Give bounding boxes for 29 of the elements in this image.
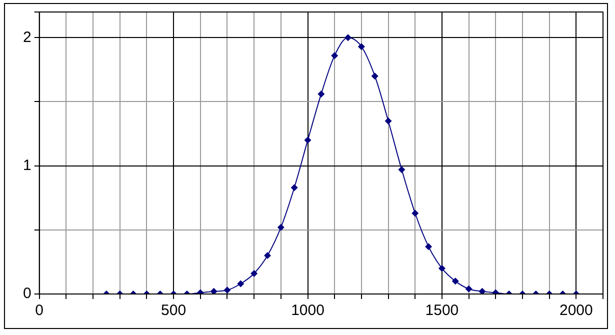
point (358, 43, 365, 50)
point (237, 280, 244, 288)
x-tick-label: 1500 (425, 302, 459, 320)
point (264, 252, 271, 260)
point (344, 34, 352, 42)
point (412, 210, 419, 217)
point (224, 286, 231, 294)
point (371, 72, 378, 80)
point (277, 224, 284, 231)
point (304, 136, 312, 144)
point (465, 285, 472, 292)
y-tick-label: 2 (23, 28, 32, 46)
point (210, 288, 218, 294)
x-tick-label: 1000 (291, 302, 324, 320)
point (318, 90, 325, 98)
y-tick-label: 0 (23, 285, 32, 302)
point (331, 52, 338, 60)
point (250, 270, 258, 277)
x-tick-label: 500 (161, 302, 186, 320)
point (384, 117, 392, 124)
x-tick-label: 0 (35, 302, 44, 320)
point (452, 278, 459, 285)
point (478, 288, 486, 294)
x-tick-label: 2000 (559, 302, 593, 320)
point (290, 184, 298, 192)
point (425, 243, 432, 250)
point (398, 166, 406, 174)
point (438, 264, 446, 272)
y-tick-label: 1 (23, 156, 32, 174)
